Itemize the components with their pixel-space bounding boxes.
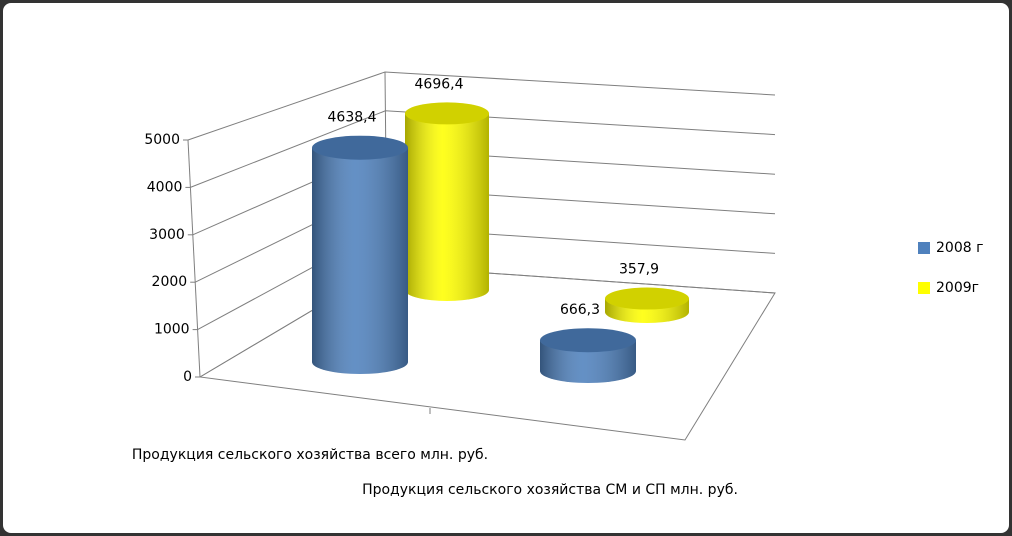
bar-top-shade <box>605 287 689 310</box>
bar-top <box>312 135 408 160</box>
value-label: 4696,4 <box>415 76 464 92</box>
y-tick-label: 3000 <box>149 227 185 243</box>
bar-top-shade <box>540 328 636 353</box>
grid-line <box>187 71 776 141</box>
bar-top <box>605 287 689 310</box>
y-tick-label: 0 <box>183 369 192 385</box>
y-tick-label: 2000 <box>152 274 188 290</box>
y-tick-label: 5000 <box>144 132 180 148</box>
bar-shade <box>405 113 489 301</box>
value-label: 4638,4 <box>328 110 377 126</box>
legend-label: 2008 г <box>936 240 983 256</box>
y-tick-label: 1000 <box>154 322 190 338</box>
bar-shade <box>312 147 408 374</box>
bar-shade <box>540 340 636 383</box>
y-axis <box>187 139 201 378</box>
bar-top <box>405 102 489 125</box>
grid-line <box>190 110 776 188</box>
bar-top <box>540 328 636 353</box>
legend-label: 2009г <box>936 280 979 296</box>
bar-top-shade <box>405 102 489 125</box>
legend-swatch <box>918 282 930 294</box>
chart-area <box>3 3 1009 533</box>
value-label: 357,9 <box>619 262 659 278</box>
x-tick-label: Продукция сельского хозяйства СМ и СП мл… <box>362 482 738 498</box>
x-tick-label: Продукция сельского хозяйства всего млн.… <box>132 447 488 463</box>
legend-swatch <box>918 242 930 254</box>
value-label: 666,3 <box>560 302 600 318</box>
plot: 0 1000 2000 3000 4000 5000 Продукция сельского… <box>132 71 983 498</box>
bar-top-shade <box>312 135 408 160</box>
y-tick-label: 4000 <box>147 179 183 195</box>
